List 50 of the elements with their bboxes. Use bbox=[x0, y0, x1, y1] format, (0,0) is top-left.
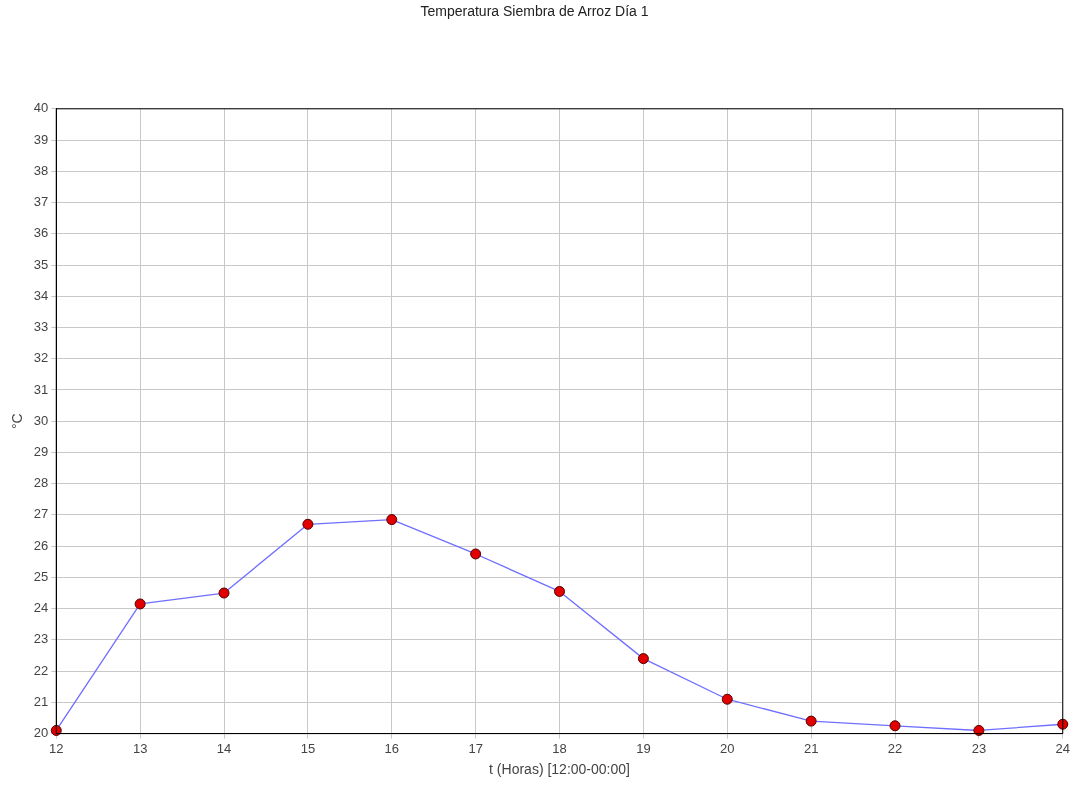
y-tick-label: 30 bbox=[33, 412, 49, 428]
x-tick-label: 15 bbox=[300, 740, 316, 756]
y-tick-label: 37 bbox=[33, 194, 49, 210]
x-tick-label: 17 bbox=[468, 740, 483, 756]
y-tick-label: 24 bbox=[33, 600, 49, 616]
x-tick-label: 14 bbox=[216, 740, 232, 756]
y-tick-label: 29 bbox=[33, 444, 49, 460]
y-tick-label: 21 bbox=[33, 693, 49, 709]
point bbox=[805, 715, 817, 727]
x-tick-label: 13 bbox=[132, 740, 148, 756]
x-tick-label: 16 bbox=[384, 740, 399, 756]
y-tick-label: 25 bbox=[33, 568, 49, 584]
point bbox=[554, 585, 566, 597]
y-tick-label: 20 bbox=[33, 725, 49, 741]
x-tick-label: 23 bbox=[971, 740, 987, 756]
point bbox=[302, 518, 314, 530]
point bbox=[50, 724, 62, 736]
y-tick-label: 39 bbox=[33, 131, 49, 147]
point bbox=[889, 720, 901, 732]
point bbox=[470, 548, 482, 560]
y-tick-label: 31 bbox=[33, 381, 49, 397]
y-tick-label: 23 bbox=[33, 631, 49, 647]
point bbox=[386, 514, 398, 526]
y-tick-label: 40 bbox=[33, 100, 49, 116]
x-tick-label: 12 bbox=[49, 740, 64, 756]
point bbox=[637, 653, 649, 665]
y-tick-label: 32 bbox=[33, 350, 49, 366]
y-tick-label: 38 bbox=[33, 162, 49, 178]
y-tick-label: 33 bbox=[33, 319, 49, 335]
y-axis-title: °C bbox=[9, 413, 26, 430]
y-tick-label: 22 bbox=[33, 662, 49, 678]
x-tick-label: 22 bbox=[887, 740, 903, 756]
x-tick-label: 19 bbox=[636, 740, 651, 756]
y-tick-label: 27 bbox=[33, 506, 49, 522]
x-axis-title: t (Horas) [12:00-00:00] bbox=[489, 761, 630, 778]
chart-title: Temperatura Siembra de Arroz Día 1 bbox=[420, 3, 649, 20]
point bbox=[218, 587, 230, 599]
point bbox=[134, 598, 146, 610]
point bbox=[1057, 718, 1069, 730]
y-tick-label: 36 bbox=[33, 225, 49, 241]
x-tick-label: 18 bbox=[552, 740, 567, 756]
y-tick-label: 34 bbox=[33, 287, 49, 303]
point bbox=[721, 693, 733, 705]
y-tick-label: 35 bbox=[33, 256, 49, 272]
x-tick-label: 20 bbox=[720, 740, 735, 756]
x-tick-label: 21 bbox=[803, 740, 819, 756]
x-tick-label: 24 bbox=[1055, 740, 1070, 756]
y-tick-label: 28 bbox=[33, 475, 49, 491]
y-tick-label: 26 bbox=[33, 537, 49, 553]
point bbox=[973, 724, 985, 736]
